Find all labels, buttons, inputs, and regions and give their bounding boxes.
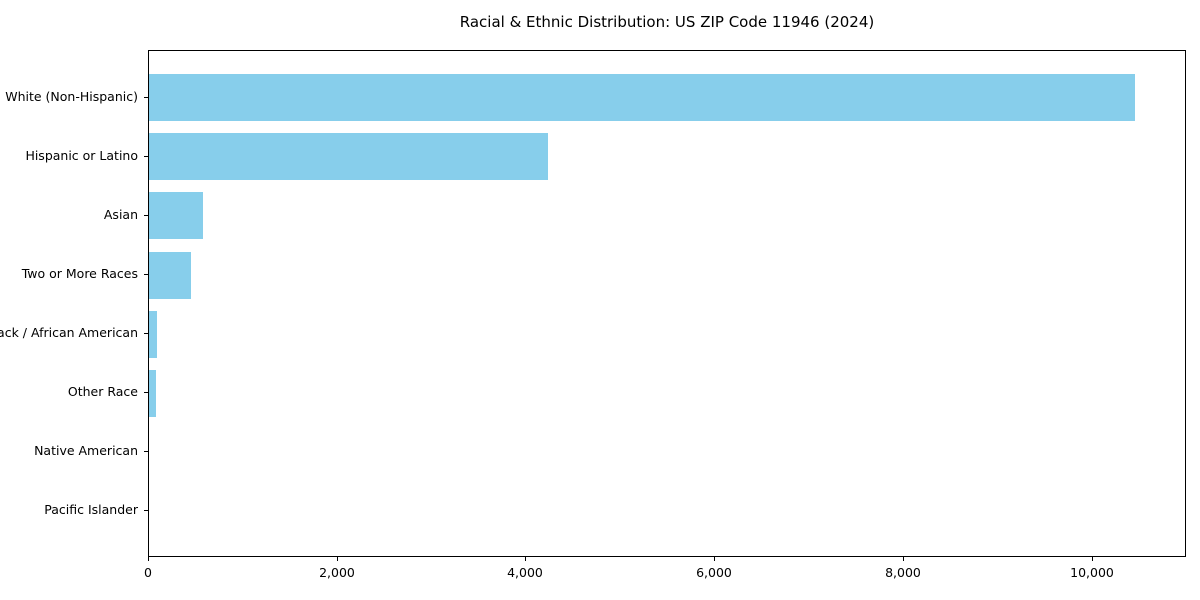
x-tick-mark — [525, 557, 526, 561]
y-tick-label-hispanic-or-latino: Hispanic or Latino — [25, 148, 138, 163]
y-tick-mark — [144, 333, 148, 334]
y-tick-label-two-or-more-races: Two or More Races — [21, 266, 138, 281]
y-tick-mark — [144, 156, 148, 157]
y-tick-mark — [144, 451, 148, 452]
x-tick-mark — [337, 557, 338, 561]
y-tick-mark — [144, 392, 148, 393]
x-tick-label-0: 0 — [144, 565, 152, 580]
y-tick-label-native-american: Native American — [34, 443, 138, 458]
y-tick-label-pacific-islander: Pacific Islander — [44, 502, 138, 517]
x-tick-label-4-000: 4,000 — [507, 565, 543, 580]
chart-title: Racial & Ethnic Distribution: US ZIP Cod… — [459, 13, 875, 31]
x-tick-label-10-000: 10,000 — [1070, 565, 1114, 580]
x-tick-mark — [903, 557, 904, 561]
y-tick-mark — [144, 215, 148, 216]
bar-other-race — [149, 369, 156, 417]
bar-asian — [149, 192, 203, 240]
y-tick-label-white-non-hispanic: White (Non-Hispanic) — [5, 89, 138, 104]
y-axis: White (Non-Hispanic) Hispanic or Latino As… — [0, 50, 148, 557]
y-tick-mark — [144, 510, 148, 511]
x-tick-label-8-000: 8,000 — [885, 565, 921, 580]
bar-hispanic-or-latino — [149, 133, 548, 181]
x-tick-label-6-000: 6,000 — [696, 565, 732, 580]
y-tick-mark — [144, 274, 148, 275]
y-tick-label-other-race: Other Race — [67, 384, 138, 399]
y-tick-mark — [144, 97, 148, 98]
x-tick-mark — [714, 557, 715, 561]
y-tick-label-black-african-american: Black / African American — [0, 325, 138, 340]
plot-area — [148, 50, 1186, 557]
x-tick-mark — [148, 557, 149, 561]
bar-white-non-hispanic — [149, 74, 1135, 122]
x-tick-label-2-000: 2,000 — [319, 565, 355, 580]
bar-two-or-more-races — [149, 251, 191, 299]
y-tick-label-asian: Asian — [103, 207, 138, 222]
bar-black-african-american — [149, 310, 157, 358]
x-tick-mark — [1092, 557, 1093, 561]
x-axis: 0 2,000 4,000 6,000 8,000 10,000 — [144, 557, 1186, 597]
